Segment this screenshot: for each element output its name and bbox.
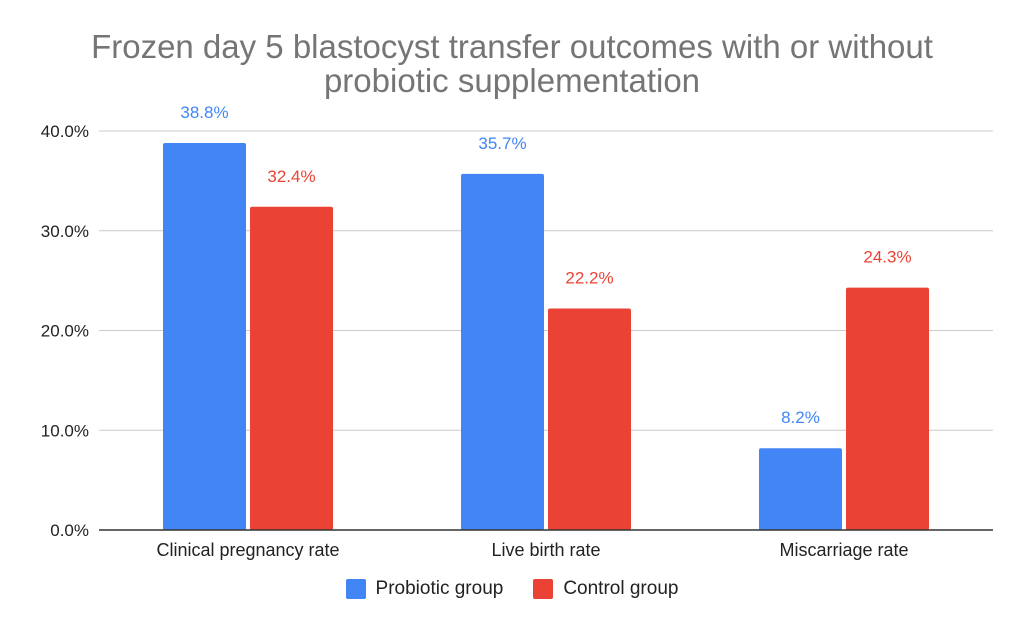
x-tick-label: Live birth rate: [491, 540, 600, 560]
y-tick-label: 30.0%: [41, 222, 89, 241]
legend: Probiotic group Control group: [0, 578, 1024, 600]
data-label: 8.2%: [781, 408, 820, 427]
x-tick-label: Clinical pregnancy rate: [156, 540, 339, 560]
bar: [250, 206, 333, 530]
data-label: 22.2%: [565, 269, 613, 288]
bar: [163, 142, 246, 530]
legend-item-control[interactable]: Control group: [533, 578, 678, 600]
chart-title: Frozen day 5 blastocyst transfer outcome…: [0, 30, 1024, 98]
data-label: 38.8%: [180, 103, 228, 122]
y-tick-label: 0.0%: [50, 521, 89, 540]
legend-swatch-probiotic: [345, 579, 366, 599]
y-tick-label: 10.0%: [41, 421, 89, 440]
y-tick-label: 20.0%: [41, 322, 89, 341]
legend-swatch-control: [533, 579, 554, 599]
data-label: 32.4%: [267, 167, 315, 186]
x-tick-label: Miscarriage rate: [779, 540, 908, 560]
bar: [548, 308, 631, 530]
bar: [846, 287, 929, 530]
legend-label-probiotic: Probiotic group: [375, 578, 504, 599]
data-label: 35.7%: [478, 134, 526, 153]
bar: [759, 448, 842, 530]
chart-title-line-2: probiotic supplementation: [323, 62, 701, 99]
chart-title-line-1: Frozen day 5 blastocyst transfer outcome…: [91, 28, 933, 65]
bar: [461, 173, 544, 530]
legend-label-control: Control group: [563, 578, 679, 599]
data-label: 24.3%: [863, 248, 911, 267]
y-tick-label: 40.0%: [41, 122, 89, 141]
legend-item-probiotic[interactable]: Probiotic group: [345, 578, 504, 600]
